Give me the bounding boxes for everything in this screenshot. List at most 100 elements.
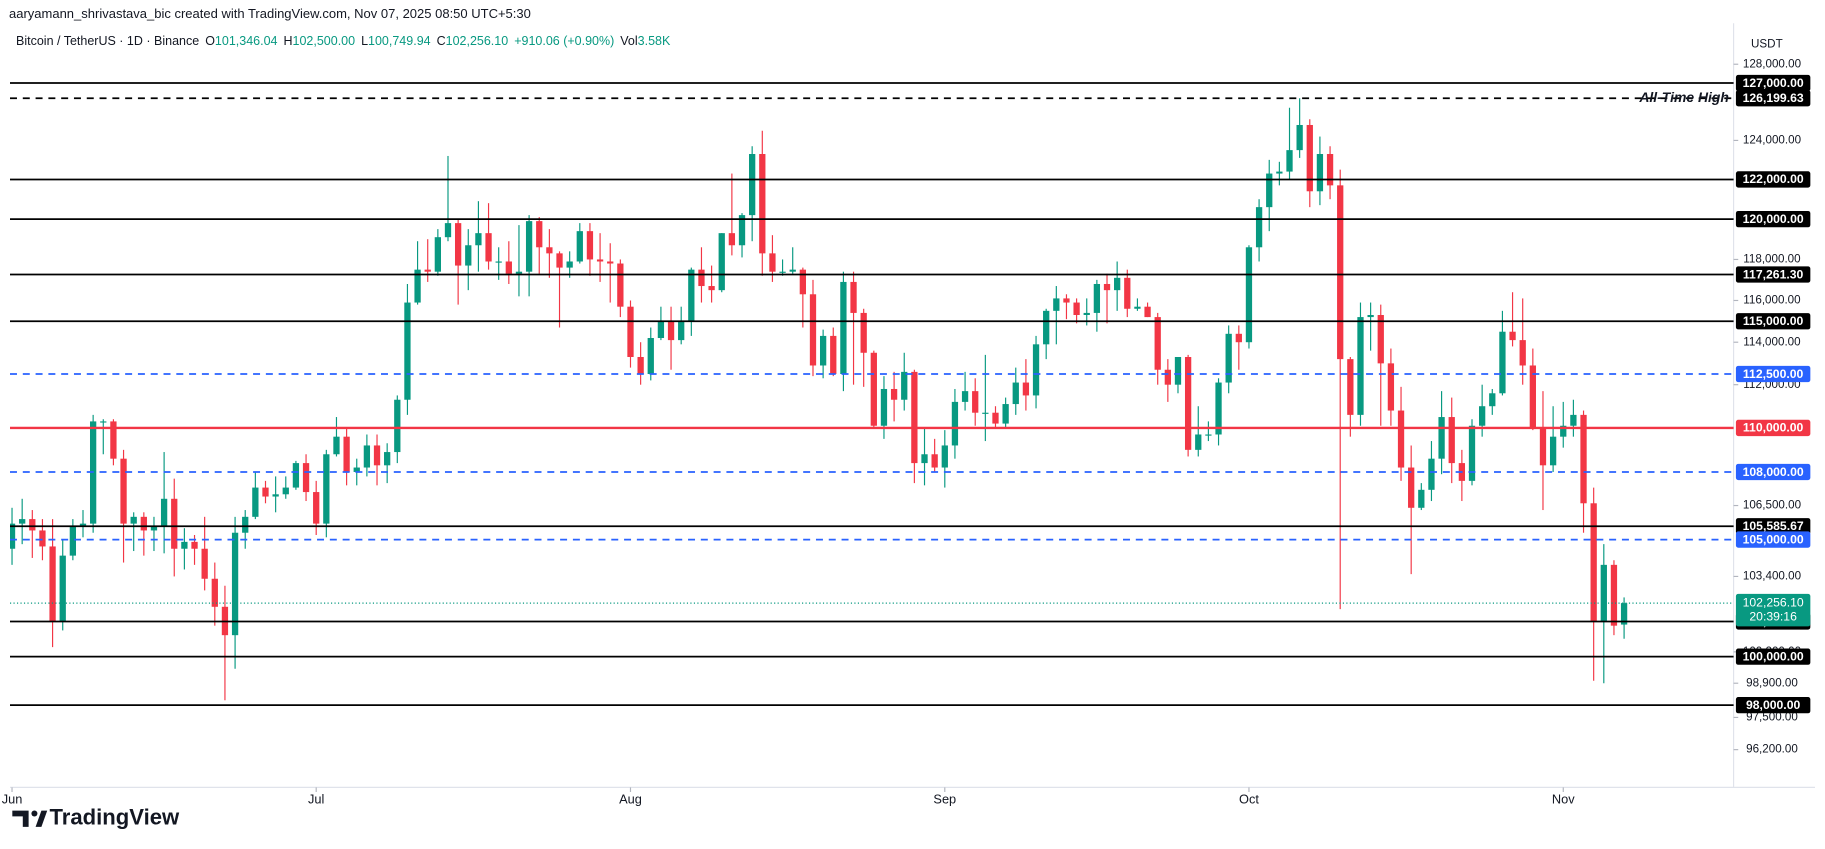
candle-body — [201, 548, 208, 579]
candle-body — [1306, 124, 1313, 192]
candle-body — [1448, 417, 1455, 464]
candle-body — [120, 458, 127, 524]
candle-body — [1043, 310, 1050, 345]
candle-body — [779, 271, 786, 273]
candle-body — [1316, 154, 1324, 192]
candle-body — [546, 247, 553, 254]
candle-body — [1073, 302, 1080, 316]
candle-body — [1144, 306, 1151, 318]
candle-body — [769, 253, 776, 272]
candle-body — [1570, 414, 1577, 426]
candle-body — [465, 245, 472, 266]
candle-body — [1326, 154, 1334, 186]
candle-body — [1549, 436, 1557, 466]
candle-body — [678, 321, 685, 341]
candle-body — [1610, 564, 1618, 626]
candle-body — [850, 281, 857, 313]
candle-body — [19, 519, 26, 524]
level-label: 112,500.00 — [1743, 367, 1804, 381]
candle-body — [79, 523, 87, 526]
candle-body — [1083, 312, 1090, 316]
candle-body — [749, 154, 756, 216]
candle-body — [191, 541, 198, 549]
candle-body — [1195, 434, 1202, 450]
x-tick-label: Sep — [933, 792, 956, 807]
tradingview-logo: TradingView — [12, 805, 180, 830]
candle-body — [1164, 369, 1171, 385]
candle-body — [1499, 331, 1506, 394]
candle-body — [860, 312, 867, 353]
candle-body — [708, 286, 715, 291]
candle-body — [961, 391, 969, 402]
ohlc-key: L — [361, 34, 369, 48]
candle-body — [911, 371, 918, 464]
candle-body — [1519, 340, 1526, 366]
candle-body — [475, 233, 482, 246]
ohlc-value: 101,346.04 — [214, 34, 278, 48]
level-label: 117,261.30 — [1743, 267, 1804, 281]
level-label: 120,000.00 — [1743, 212, 1804, 226]
symbol-legend: Bitcoin / TetherUS · 1D · Binance O 101,3… — [16, 34, 670, 48]
candle-body — [262, 487, 269, 497]
candle-body — [921, 454, 928, 464]
candle-body — [1387, 363, 1395, 411]
candle-body — [880, 388, 888, 426]
candle-body — [363, 445, 371, 468]
candle-body — [536, 221, 543, 248]
candle-body — [323, 454, 330, 524]
candle-body — [1560, 425, 1567, 437]
candle-body — [647, 338, 654, 375]
y-tick-label: 103,400.00 — [1743, 570, 1802, 583]
candle-body — [1205, 434, 1212, 436]
candle-body — [1489, 393, 1496, 407]
candle-body — [130, 516, 137, 524]
candle-body — [1337, 185, 1344, 360]
candle-body — [39, 530, 46, 547]
candle-body — [890, 388, 898, 400]
candle-body — [617, 263, 624, 307]
candle-body — [1103, 283, 1111, 291]
candle-body — [272, 494, 279, 497]
candle-body — [1266, 173, 1273, 208]
candle-body — [1590, 503, 1597, 621]
candle-body — [1367, 315, 1374, 318]
level-label-box — [1735, 531, 1811, 548]
candle-body — [242, 516, 249, 533]
candle-body — [10, 523, 16, 549]
candle-body — [718, 233, 725, 291]
candle-body — [1408, 467, 1415, 508]
y-tick-label: 98,900.00 — [1746, 676, 1798, 689]
candle-body — [1245, 247, 1253, 343]
candle-body — [434, 237, 441, 272]
candle-body — [1255, 207, 1263, 248]
candle-body — [799, 269, 806, 295]
level-label: 110,000.00 — [1743, 421, 1804, 435]
candle-body — [313, 492, 320, 524]
candle-body — [992, 412, 999, 424]
candle-body — [140, 516, 147, 531]
x-tick-label: Aug — [619, 792, 642, 807]
candle-body — [1580, 414, 1587, 504]
ohlc-key: C — [436, 34, 446, 48]
level-label: 105,000.00 — [1743, 532, 1804, 546]
candle-body — [1529, 365, 1536, 428]
candle-body — [252, 487, 259, 517]
level-label-box — [1735, 419, 1811, 437]
ohlc-value: 102,256.10 — [445, 34, 509, 48]
candle-body — [292, 463, 300, 488]
level-label: 126,199.63 — [1743, 91, 1804, 105]
currency-label: USDT — [1751, 37, 1783, 50]
candle-body — [1053, 298, 1060, 311]
candle-body — [1397, 410, 1405, 468]
candle-body — [566, 261, 573, 268]
candle-body — [1620, 603, 1628, 625]
candle-body — [414, 269, 421, 303]
candle-body — [840, 281, 847, 375]
level-label-box — [1735, 74, 1811, 92]
y-tick-label: 106,500.00 — [1743, 499, 1802, 512]
candle-body — [1225, 333, 1232, 383]
level-annotation: All-Time High — [1638, 89, 1729, 105]
ohlc-value: 100,749.94 — [368, 34, 431, 48]
candle-body — [1539, 427, 1547, 466]
